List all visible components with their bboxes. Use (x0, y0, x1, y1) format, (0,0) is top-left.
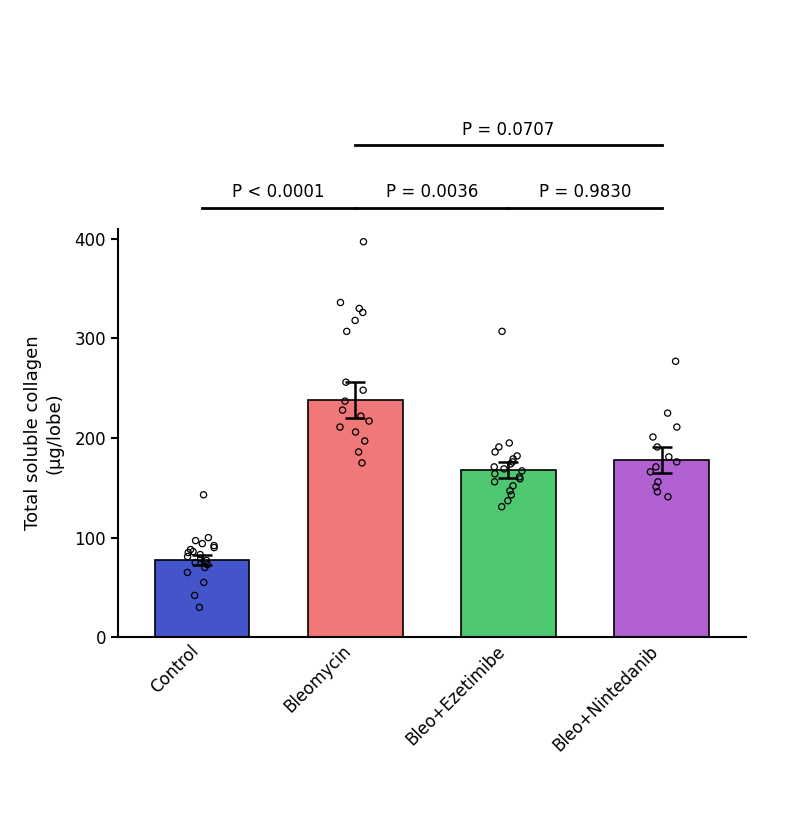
Text: P = 0.9830: P = 0.9830 (539, 183, 631, 201)
Point (513, 472, 526, 485)
Point (662, 490, 674, 503)
Point (189, 534, 202, 547)
Bar (614, 460, 709, 637)
Point (357, 235, 370, 248)
Point (189, 556, 202, 569)
Point (661, 407, 674, 420)
Point (493, 440, 506, 453)
Point (495, 500, 508, 513)
Point (488, 475, 501, 489)
Point (505, 458, 517, 471)
Point (200, 554, 213, 567)
Point (208, 541, 221, 554)
Point (208, 539, 221, 552)
Text: P = 0.0707: P = 0.0707 (462, 121, 554, 139)
Point (502, 494, 514, 507)
Point (184, 543, 197, 556)
Point (356, 457, 368, 470)
Point (188, 589, 201, 602)
Point (513, 471, 526, 484)
Point (652, 475, 664, 489)
Point (349, 426, 362, 439)
Text: P = 0.0036: P = 0.0036 (385, 183, 478, 201)
Point (651, 440, 663, 453)
Point (507, 453, 520, 466)
Point (201, 558, 214, 571)
Point (488, 467, 501, 480)
Point (496, 325, 509, 338)
Point (647, 431, 659, 444)
Point (340, 376, 352, 389)
Point (503, 436, 516, 449)
Point (670, 455, 683, 468)
Y-axis label: Total soluble collagen
(μg/lobe): Total soluble collagen (μg/lobe) (24, 336, 64, 530)
Point (336, 404, 349, 417)
Point (193, 600, 206, 614)
Point (504, 484, 517, 498)
Point (339, 395, 352, 408)
Point (511, 449, 524, 462)
Point (507, 480, 520, 493)
Point (650, 480, 663, 493)
Point (516, 464, 528, 477)
Point (195, 552, 207, 565)
Point (196, 537, 209, 550)
Point (181, 566, 194, 579)
Point (498, 462, 510, 475)
Point (506, 455, 519, 468)
Point (356, 306, 369, 319)
Bar (461, 470, 556, 637)
Point (663, 450, 675, 463)
Point (357, 384, 370, 397)
Point (670, 355, 682, 368)
Point (363, 414, 375, 427)
Point (341, 325, 353, 338)
Point (197, 489, 210, 502)
Point (505, 489, 517, 502)
Point (353, 302, 366, 315)
Point (352, 445, 365, 458)
Point (187, 545, 199, 558)
Point (355, 409, 367, 422)
Point (644, 466, 656, 479)
Point (488, 460, 501, 473)
Point (202, 531, 214, 544)
Point (181, 550, 194, 563)
Point (198, 576, 210, 589)
Point (349, 314, 361, 327)
Point (334, 421, 346, 434)
Bar (155, 560, 250, 637)
Bar (308, 400, 403, 637)
Point (489, 445, 502, 458)
Text: P < 0.0001: P < 0.0001 (232, 183, 325, 201)
Point (670, 421, 683, 434)
Point (334, 296, 347, 309)
Point (359, 435, 371, 448)
Point (651, 485, 663, 498)
Point (194, 548, 206, 561)
Point (182, 546, 195, 559)
Point (650, 460, 663, 473)
Point (199, 561, 211, 574)
